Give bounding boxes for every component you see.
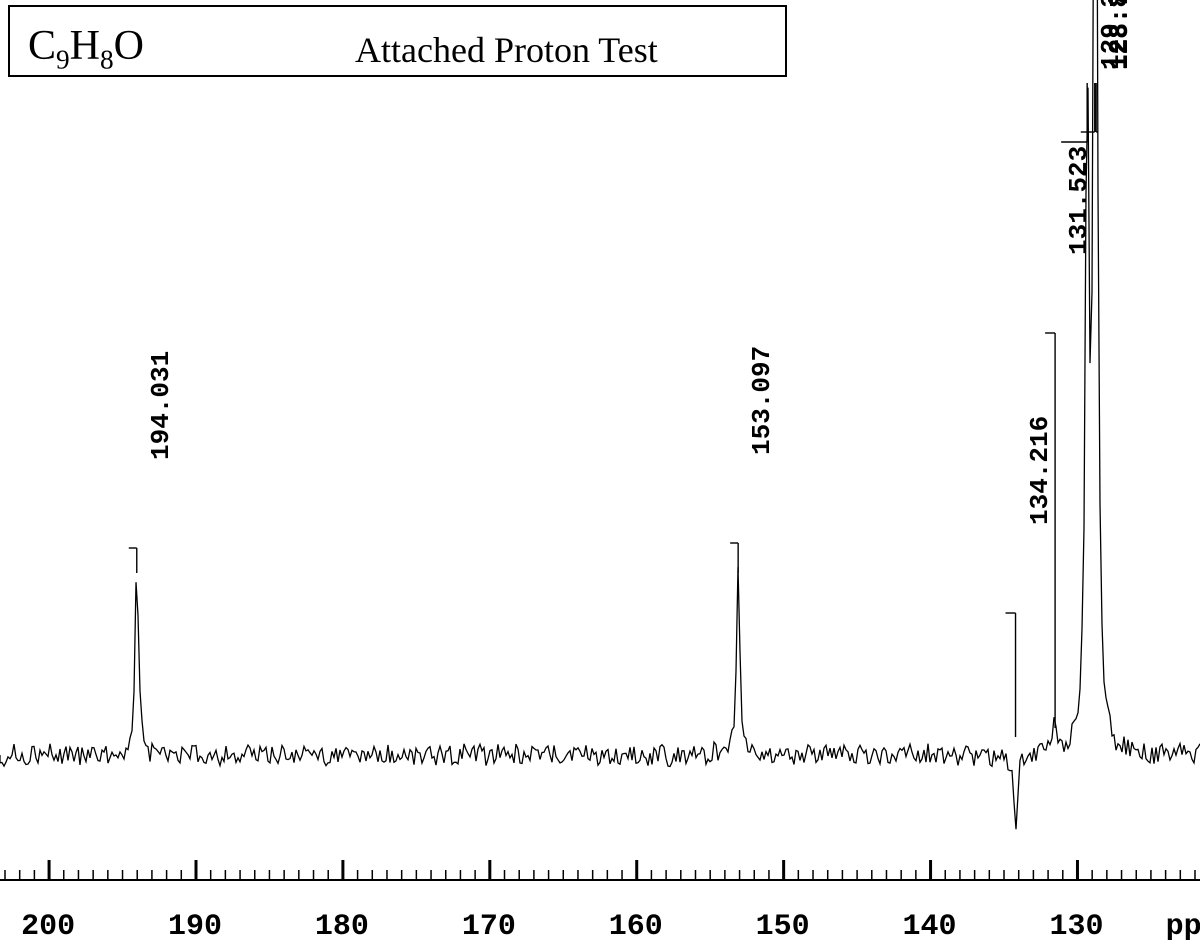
peak-label: 128.73 [1105,0,1135,70]
peak-label: 134.216 [1025,416,1055,525]
axis-tick-label: 130 [1049,910,1103,944]
axis-tick-label: 200 [21,910,75,944]
peak-label: 131.523 [1064,146,1094,255]
axis-tick-label: 180 [315,910,369,944]
axis-tick-label: 140 [903,910,957,944]
axis-tick-label: 190 [168,910,222,944]
axis-tick-label: 160 [609,910,663,944]
axis-tick-label: 150 [756,910,810,944]
nmr-spectrum-plot [0,0,1200,948]
peak-label: 194.031 [146,351,176,460]
peak-label: 153.097 [747,346,777,455]
axis-unit-label: ppm [1166,910,1200,944]
axis-tick-label: 170 [462,910,516,944]
